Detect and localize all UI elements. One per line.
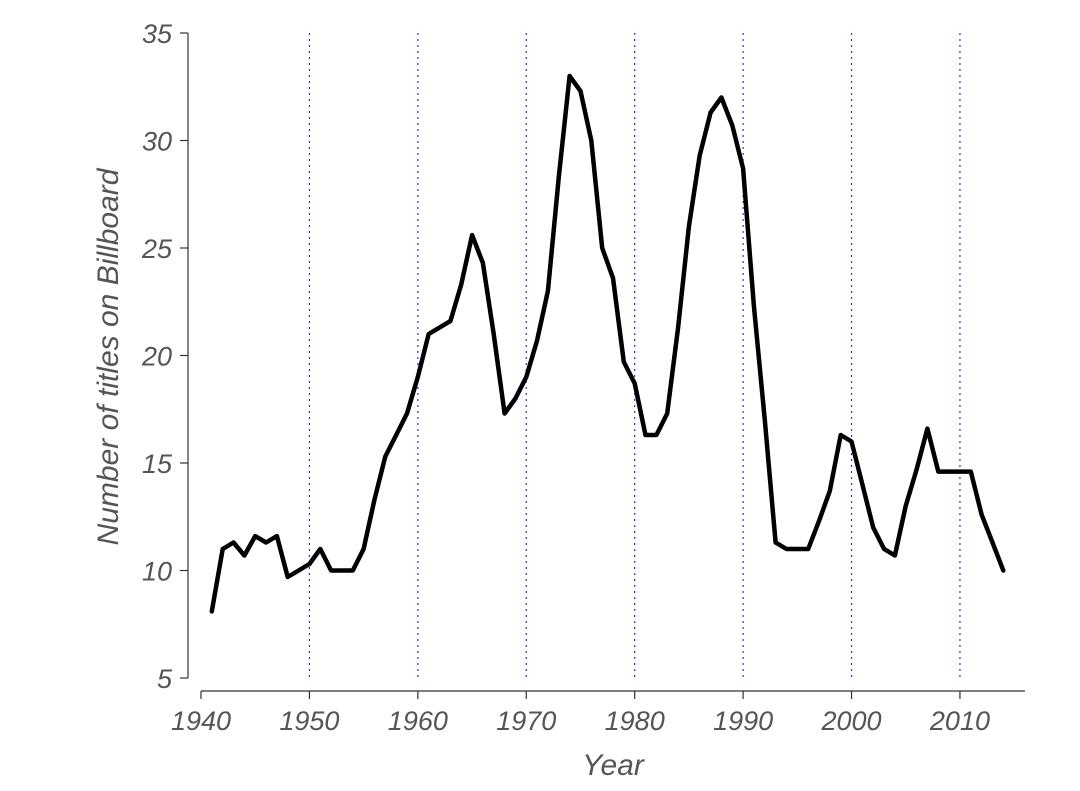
x-tick-label: 1970 [496, 706, 556, 736]
y-tick-label: 10 [142, 557, 172, 587]
series-line-0 [209, 73, 1006, 614]
axes: 5 10 15 20 25 30 35 1940 1950 1960 1970 1980 1990 200… [141, 19, 1025, 736]
gridlines [308, 33, 961, 678]
x-tick-label: 2010 [929, 706, 990, 736]
y-tick-label: 20 [141, 342, 172, 372]
x-tick-label: 1980 [605, 706, 665, 736]
y-tick-label: 25 [141, 234, 173, 264]
x-axis-label: Year [582, 749, 645, 782]
series-layer [209, 73, 1006, 614]
x-tick-label: 1960 [388, 706, 448, 736]
y-tick-label: 5 [157, 664, 173, 694]
x-tick-label: 2000 [820, 706, 881, 736]
x-tick-label: 1940 [171, 706, 231, 736]
x-tick-label: 1990 [713, 706, 773, 736]
y-tick-label: 15 [142, 449, 173, 479]
y-tick-label: 30 [142, 127, 172, 157]
y-axis-label: Number of titles on Billboard [92, 167, 125, 545]
x-tick-label: 1950 [279, 706, 339, 736]
y-tick-label: 35 [142, 19, 173, 49]
